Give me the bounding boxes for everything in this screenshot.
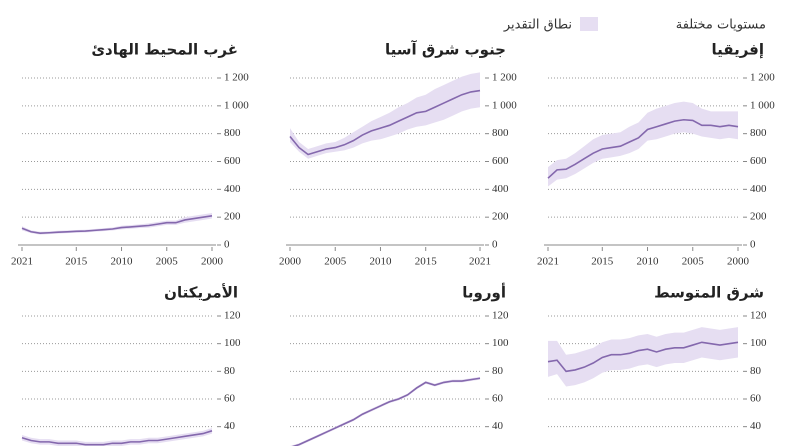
y-tick-label: 0 bbox=[224, 239, 230, 251]
estimate-band bbox=[290, 376, 480, 446]
y-tick-label: 0 bbox=[750, 239, 756, 251]
x-tick-label: 2010 bbox=[369, 256, 392, 268]
series-line bbox=[547, 341, 739, 373]
x-tick-label: 2021 bbox=[537, 256, 559, 268]
x-tick-label: 2000 bbox=[201, 256, 224, 268]
panel-title: غرب المحيط الهادئ bbox=[91, 41, 238, 59]
y-tick-label: 1 000 bbox=[750, 99, 775, 111]
estimate-band bbox=[22, 428, 212, 446]
y-tick-label: 40 bbox=[224, 420, 236, 432]
y-tick-label: 600 bbox=[492, 155, 509, 167]
y-tick-label: 120 bbox=[492, 310, 509, 322]
series-line bbox=[291, 377, 481, 446]
x-tick-label: 2015 bbox=[415, 256, 438, 268]
y-tick-label: 60 bbox=[750, 393, 762, 405]
y-tick-label: 1 200 bbox=[224, 72, 249, 84]
x-tick-label: 2005 bbox=[682, 256, 705, 268]
series-line bbox=[289, 89, 481, 156]
y-tick-label: 200 bbox=[750, 211, 767, 223]
y-tick-label: 120 bbox=[224, 310, 241, 322]
y-tick-label: 40 bbox=[492, 420, 504, 432]
y-tick-label: 1 200 bbox=[750, 72, 775, 84]
estimate-band bbox=[548, 101, 738, 187]
panel-title: إفريقيا bbox=[712, 41, 764, 59]
panel-title: شرق المتوسط bbox=[654, 284, 764, 302]
y-tick-label: 60 bbox=[224, 393, 236, 405]
x-tick-label: 2005 bbox=[324, 256, 347, 268]
panel-title: جنوب شرق آسيا bbox=[385, 41, 506, 59]
y-tick-label: 100 bbox=[492, 337, 509, 349]
y-tick-label: 100 bbox=[750, 337, 767, 349]
estimate-band bbox=[548, 327, 738, 387]
estimate-band bbox=[290, 72, 480, 159]
y-tick-label: 800 bbox=[750, 127, 767, 139]
legend: نطاق التقدير مستويات مختلفة bbox=[503, 17, 766, 33]
y-tick-label: 40 bbox=[750, 420, 762, 432]
y-tick-label: 200 bbox=[492, 211, 509, 223]
y-tick-label: 120 bbox=[750, 310, 767, 322]
y-tick-label: 200 bbox=[224, 211, 241, 223]
y-tick-label: 60 bbox=[492, 393, 504, 405]
series-line bbox=[21, 430, 213, 446]
y-tick-label: 0 bbox=[492, 239, 498, 251]
x-tick-label: 2000 bbox=[279, 256, 302, 268]
x-tick-label: 2021 bbox=[469, 256, 491, 268]
x-tick-label: 2010 bbox=[111, 256, 134, 268]
y-tick-label: 80 bbox=[224, 365, 236, 377]
y-tick-label: 1 000 bbox=[224, 99, 249, 111]
estimate-band bbox=[22, 212, 212, 235]
y-tick-label: 800 bbox=[224, 127, 241, 139]
x-tick-label: 2015 bbox=[65, 256, 88, 268]
legend-label: مستويات مختلفة bbox=[676, 18, 766, 33]
x-tick-label: 2005 bbox=[156, 256, 179, 268]
y-tick-label: 400 bbox=[750, 183, 767, 195]
series-line bbox=[21, 214, 213, 234]
y-tick-label: 800 bbox=[492, 127, 509, 139]
legend-label: نطاق التقدير bbox=[503, 18, 572, 33]
x-tick-label: 2021 bbox=[11, 256, 33, 268]
series-line bbox=[547, 118, 739, 179]
x-tick-label: 2015 bbox=[591, 256, 614, 268]
panel-title: الأمريكتان bbox=[164, 284, 238, 302]
y-tick-label: 400 bbox=[224, 183, 241, 195]
y-tick-label: 400 bbox=[492, 183, 509, 195]
panel-title: أوروبا bbox=[462, 283, 506, 302]
y-tick-label: 100 bbox=[224, 337, 241, 349]
y-tick-label: 80 bbox=[750, 365, 762, 377]
y-tick-label: 1 000 bbox=[492, 99, 517, 111]
x-tick-label: 2010 bbox=[637, 256, 660, 268]
y-tick-label: 80 bbox=[492, 365, 504, 377]
y-tick-label: 600 bbox=[224, 155, 241, 167]
x-tick-label: 2000 bbox=[727, 256, 750, 268]
legend-swatch-band bbox=[580, 17, 598, 31]
y-tick-label: 600 bbox=[750, 155, 767, 167]
y-tick-label: 1 200 bbox=[492, 72, 517, 84]
